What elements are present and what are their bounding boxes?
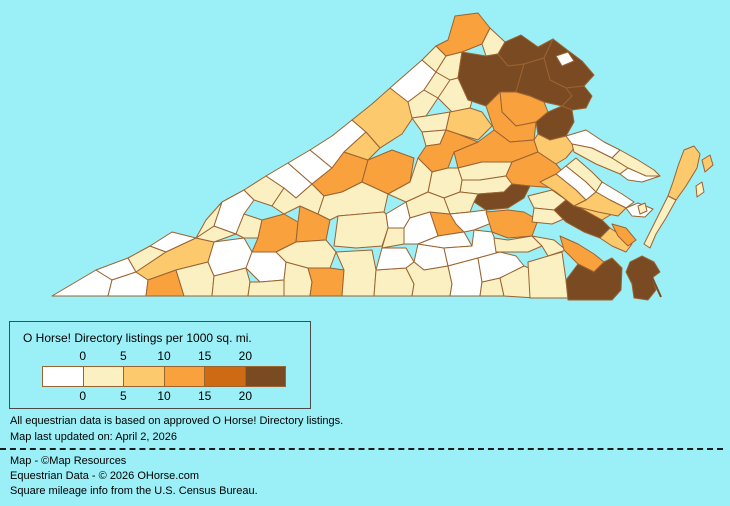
county-henry bbox=[307, 267, 345, 297]
bay-bridge-tunnel-line bbox=[651, 276, 662, 298]
county-gloucester bbox=[573, 191, 627, 217]
virginia-county-map bbox=[51, 12, 714, 301]
note-data-source: All equestrian data is based on approved… bbox=[10, 415, 344, 427]
county-charlotte bbox=[375, 247, 415, 271]
legend-tick-label: 20 bbox=[238, 389, 253, 403]
legend-swatch-2 bbox=[123, 366, 165, 387]
legend-box: O Horse! Directory listings per 1000 sq.… bbox=[9, 321, 311, 409]
county-arlington bbox=[555, 51, 575, 67]
legend-tick-label: 15 bbox=[197, 349, 212, 363]
county-carroll bbox=[247, 279, 285, 297]
legend-swatch-0 bbox=[42, 366, 84, 387]
credit-census: Square mileage info from the U.S. Census… bbox=[10, 485, 258, 497]
legend-tick-label: 0 bbox=[79, 389, 86, 403]
county-norfolk-chesapeake bbox=[565, 257, 623, 301]
legend-tick-label: 20 bbox=[238, 349, 253, 363]
credit-data: Equestrian Data - © 2026 OHorse.com bbox=[10, 470, 200, 482]
legend-title: O Horse! Directory listings per 1000 sq.… bbox=[23, 331, 252, 345]
county-prince-william-east bbox=[561, 85, 593, 111]
legend-swatch-1 bbox=[82, 366, 124, 387]
county-suffolk bbox=[527, 251, 569, 299]
county-newport-news bbox=[599, 227, 633, 253]
legend-tick-label: 5 bbox=[119, 349, 127, 363]
county-hampton bbox=[611, 223, 637, 247]
choropleth-svg bbox=[51, 12, 714, 301]
county-frederick bbox=[435, 12, 491, 57]
legend-ticks-bottom: 0 5 10 15 20 bbox=[42, 389, 286, 403]
county-campbell bbox=[333, 211, 389, 249]
legend-tick-label: 0 bbox=[79, 349, 86, 363]
legend-swatch-5 bbox=[244, 366, 286, 387]
county-amelia bbox=[449, 209, 495, 233]
dashed-separator bbox=[0, 448, 723, 450]
county-chincoteague-island bbox=[701, 154, 714, 173]
county-page bbox=[407, 89, 439, 119]
legend-tick-label: 10 bbox=[157, 349, 171, 363]
county-tangier-island bbox=[637, 202, 648, 215]
county-grayson bbox=[211, 267, 251, 297]
county-northampton bbox=[643, 195, 677, 249]
legend-ticks-top: 0 5 10 15 20 bbox=[42, 349, 286, 363]
legend-tick-label: 10 bbox=[157, 389, 171, 403]
county-virginia-beach bbox=[625, 255, 661, 301]
county-shore-island bbox=[695, 181, 705, 198]
legend-swatch-3 bbox=[163, 366, 205, 387]
county-lancaster bbox=[619, 167, 661, 183]
county-franklin bbox=[275, 239, 337, 269]
county-charles-city bbox=[531, 207, 567, 225]
legend-swatch-4 bbox=[204, 366, 246, 387]
legend-tick-label: 15 bbox=[197, 389, 212, 403]
county-augusta-east bbox=[343, 131, 381, 161]
county-accomack bbox=[667, 145, 701, 201]
note-last-updated: Map last updated on: April 2, 2026 bbox=[10, 431, 177, 443]
legend-tick-label: 5 bbox=[119, 389, 127, 403]
credit-map: Map - ©Map Resources bbox=[10, 455, 127, 467]
legend-color-ramp bbox=[42, 366, 286, 387]
county-chesterfield bbox=[485, 209, 539, 239]
county-henrico-richmond bbox=[473, 183, 531, 211]
